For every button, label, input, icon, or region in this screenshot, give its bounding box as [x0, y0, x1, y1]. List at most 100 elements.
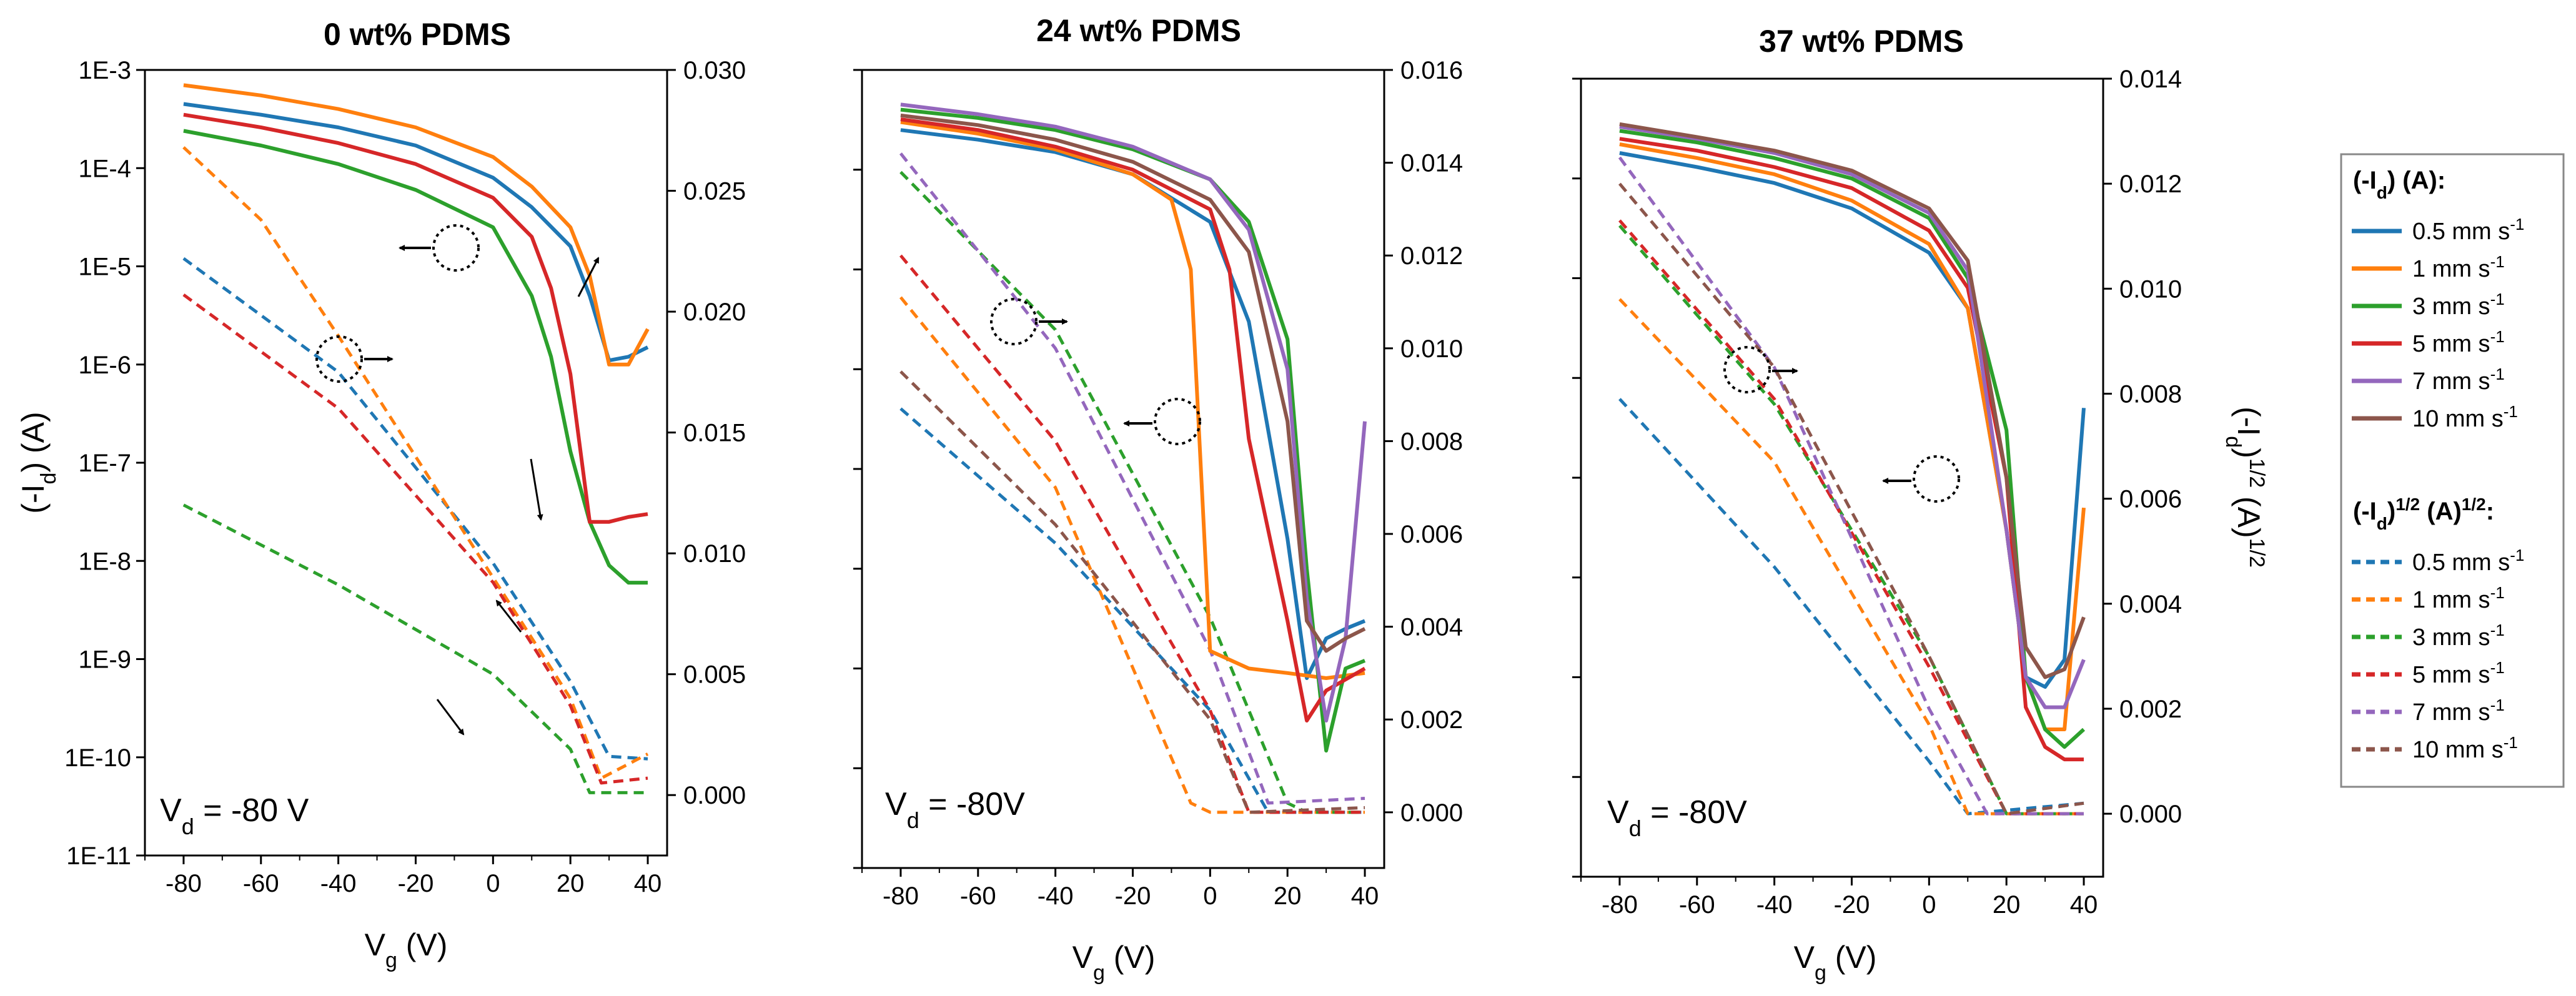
x-tick-label: 40	[634, 870, 662, 897]
current-series-line	[183, 102, 649, 363]
x-tick-label: -80	[883, 882, 919, 910]
x-axis-label: Vg (V)	[365, 927, 448, 972]
y2-tick-label: 0.004	[1400, 614, 1463, 641]
x-tick-label: 20	[1274, 882, 1302, 910]
sweep-arrow	[495, 599, 522, 633]
marker-circle-left	[1913, 455, 1960, 503]
plot-frame	[861, 69, 1385, 869]
sqrt-series-line	[182, 503, 648, 794]
current-series-line	[1619, 124, 2086, 709]
x-tick-label: -60	[960, 882, 996, 910]
direction-marks	[990, 298, 1201, 445]
marker-circle-left	[1154, 398, 1201, 445]
x-tick-label: -40	[320, 870, 357, 897]
y-tick-label: 1E-7	[79, 450, 132, 477]
y2-tick-label: 0.000	[2119, 801, 2182, 828]
y2-tick-label: 0.000	[1400, 799, 1463, 827]
y-tick-label: 1E-3	[79, 57, 132, 84]
vd-annotation: Vd = -80V	[885, 786, 1025, 833]
legend-current-header: (-Id) (A):	[2353, 167, 2445, 202]
panel-title: 37 wt% PDMS	[1759, 24, 1964, 59]
x-tick-label: -40	[1038, 882, 1074, 910]
plot-area: -80 -60 -40 -20 0 20 40 1E-11 1E-10 1E-9 1E-8 1E-7 1…	[64, 57, 746, 897]
current-series-line	[183, 129, 648, 585]
legend: (-Id) (A): 0.5 mm s-1 1 mm s-1 3 mm s-1 5 m…	[2340, 153, 2565, 788]
x-tick-label: -40	[1756, 891, 1793, 919]
current-series-line	[900, 113, 1366, 653]
marker-circle-left	[432, 224, 480, 272]
sqrt-series-line	[899, 170, 1365, 814]
x-tick-label: -80	[166, 870, 202, 897]
x-tick-label: -80	[1602, 891, 1638, 919]
x-tick-label: -20	[398, 870, 434, 897]
y2-tick-label: 0.006	[2119, 486, 2182, 513]
current-series-line	[1619, 129, 2086, 749]
y2-tick-label: 0.005	[683, 661, 746, 689]
y-tick-label: 1E-11	[66, 842, 131, 870]
current-series-line	[183, 112, 648, 524]
legend-label: 0.5 mm s-1	[2412, 215, 2524, 245]
sqrt-series-line	[899, 370, 1365, 814]
plot-area: -80 -60 -40 -20 0 20 40 0.000 0.002 0.004 0.006 0.0…	[853, 57, 1463, 910]
y2-tick-label: 0.006	[1400, 521, 1463, 548]
legend-frame	[2340, 153, 2565, 788]
y2-tick-label: 0.000	[683, 782, 746, 809]
direction-marks	[1723, 346, 1960, 503]
current-series-line	[183, 83, 650, 367]
sqrt-series-line	[182, 146, 649, 780]
y2-tick-label: 0.010	[1400, 335, 1463, 363]
x-tick-label: 20	[557, 870, 585, 897]
current-series-line	[1619, 142, 2086, 731]
panel-37wt: 37 wt% PDMS -80 -60 -40 -20 0 20 40 0.000 0.002 0…	[1572, 24, 2269, 985]
legend-label: 7 mm s-1	[2412, 696, 2505, 726]
sweep-arrow	[436, 699, 465, 736]
vd-annotation: Vd = -80 V	[160, 792, 309, 839]
y-tick-label: 1E-9	[79, 646, 132, 674]
y-tick-label: 1E-6	[79, 352, 132, 379]
sqrt-series-line	[1618, 182, 2084, 816]
current-series-line	[900, 120, 1365, 680]
x-tick-label: 0	[1203, 882, 1217, 910]
x-tick-label: -60	[243, 870, 279, 897]
x-tick-label: 40	[1351, 882, 1379, 910]
legend-label: 0.5 mm s-1	[2412, 546, 2524, 576]
current-series-line	[1619, 137, 2084, 762]
marker-circle-right	[1723, 346, 1771, 393]
marker-circle-right	[315, 335, 363, 383]
x-axis-label: Vg (V)	[1073, 940, 1156, 985]
legend-sqrt-items: 0.5 mm s-1 1 mm s-1 3 mm s-1 5 mm s-1 7 mm s…	[2352, 546, 2524, 763]
current-series-line	[900, 117, 1366, 722]
vd-annotation: Vd = -80V	[1607, 794, 1747, 841]
legend-label: 7 mm s-1	[2412, 365, 2505, 395]
y-tick-label: 1E-10	[64, 744, 131, 772]
x-tick-label: -20	[1115, 882, 1151, 910]
x-tick-label: -20	[1834, 891, 1870, 919]
y2-axis-label: (-Id)1/2 (A)1/2	[2221, 407, 2269, 568]
current-series-line	[900, 128, 1366, 680]
sqrt-series-line	[182, 293, 648, 785]
x-tick-label: -60	[1679, 891, 1715, 919]
y-tick-label: 1E-8	[79, 548, 132, 575]
y2-tick-label: 0.020	[683, 298, 746, 326]
y-axis-label: (-Id) (A)	[16, 412, 61, 513]
sqrt-series-line	[1618, 398, 2084, 816]
panel-title: 24 wt% PDMS	[1036, 13, 1241, 48]
x-tick-label: 20	[1993, 891, 2021, 919]
current-series-line	[900, 107, 1366, 753]
x-axis-label: Vg (V)	[1794, 940, 1877, 985]
legend-label: 5 mm s-1	[2412, 658, 2505, 688]
panel-24wt: 24 wt% PDMS -80 -60 -40 -20 0 20 40 0.000 0.002 0…	[853, 13, 1463, 985]
y2-tick-label: 0.004	[2119, 591, 2182, 618]
sqrt-series-line	[899, 296, 1365, 814]
current-series-line	[1619, 151, 2086, 689]
y2-tick-label: 0.012	[1400, 242, 1463, 270]
legend-current-items: 0.5 mm s-1 1 mm s-1 3 mm s-1 5 mm s-1 7 mm s…	[2352, 215, 2524, 432]
y2-tick-label: 0.010	[2119, 275, 2182, 303]
direction-marks	[315, 224, 600, 736]
legend-label: 3 mm s-1	[2412, 621, 2505, 651]
legend-label: 1 mm s-1	[2412, 583, 2505, 613]
y2-tick-label: 0.014	[2119, 66, 2182, 93]
marker-circle-right	[990, 298, 1038, 345]
sqrt-series-line	[182, 257, 648, 761]
legend-sqrt-header: (-Id)1/2 (A)1/2:	[2353, 495, 2494, 533]
